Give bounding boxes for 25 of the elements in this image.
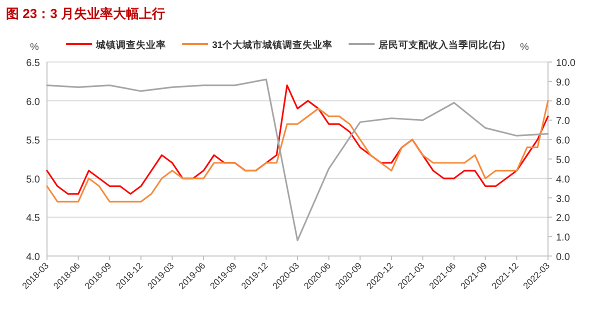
y2-tick-label: 5.0: [556, 155, 570, 166]
y2-tick-label: 4.0: [556, 174, 570, 186]
y-tick-label: 4.5: [26, 213, 40, 224]
y-tick-label: 4.0: [26, 252, 40, 263]
y2-tick-label: 2.0: [556, 213, 570, 224]
y2-tick-label: 3.0: [556, 194, 570, 205]
y2-axis-title: %: [520, 42, 529, 53]
y-tick-label: 6.5: [26, 58, 40, 69]
y2-tick-label: 1.0: [556, 232, 570, 244]
y-tick-label: 6.0: [26, 96, 40, 108]
y2-tick-label: 8.0: [556, 96, 570, 108]
y2-tick-label: 9.0: [556, 77, 570, 88]
y2-tick-label: 6.0: [556, 136, 570, 147]
line-series: [46, 78, 549, 242]
y-tick-label: 5.0: [26, 174, 40, 186]
y2-tick-label: 7.0: [556, 116, 570, 128]
y-axis-title: %: [30, 42, 39, 53]
legend-label: 城镇调查失业率: [95, 39, 166, 51]
chart-title: 图 23：3 月失业率大幅上行: [6, 6, 165, 21]
y-tick-label: 5.5: [26, 136, 40, 147]
line-series: [46, 100, 549, 202]
legend-label: 31个大城市城镇调查失业率: [212, 39, 333, 51]
y2-tick-label: 0.0: [556, 252, 570, 263]
legend-label: 居民可支配收入当季同比(右): [378, 39, 505, 51]
y2-tick-label: 10.0: [556, 58, 576, 69]
